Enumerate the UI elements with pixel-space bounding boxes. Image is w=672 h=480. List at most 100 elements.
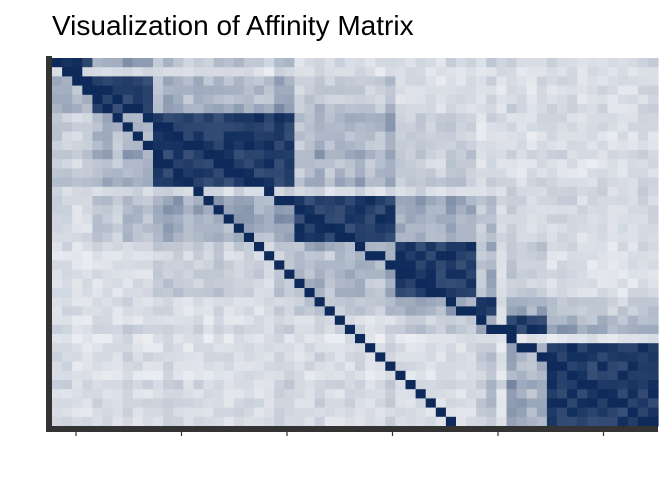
heatmap-cell — [142, 334, 154, 344]
heatmap-cell — [102, 122, 114, 133]
heatmap-cell — [102, 389, 114, 399]
heatmap-cell — [425, 416, 437, 427]
heatmap-cell — [516, 223, 528, 234]
heatmap-cell — [62, 242, 73, 252]
heatmap-cell — [254, 334, 265, 344]
heatmap-cell — [72, 416, 83, 427]
heatmap-cell — [183, 315, 194, 326]
heatmap-cell — [637, 214, 649, 225]
heatmap-cell — [425, 186, 437, 197]
heatmap-cell — [223, 306, 235, 317]
heatmap-cell — [243, 223, 255, 234]
heatmap-cell — [395, 370, 407, 381]
heatmap-cell — [223, 214, 235, 225]
heatmap-cell — [243, 186, 255, 197]
heatmap-cell — [233, 140, 245, 151]
heatmap-cell — [112, 398, 124, 409]
heatmap-cell — [385, 242, 396, 252]
heatmap-cell — [385, 297, 396, 307]
heatmap-cell — [546, 251, 558, 261]
heatmap-cell — [243, 196, 255, 206]
heatmap-cell — [122, 380, 134, 390]
heatmap-cell — [476, 168, 487, 179]
heatmap-cell — [92, 159, 104, 169]
heatmap-cell — [375, 140, 386, 151]
heatmap-cell — [365, 214, 376, 225]
heatmap-cell — [516, 288, 528, 298]
heatmap-cell — [264, 324, 275, 335]
heatmap-cell — [567, 140, 578, 151]
heatmap-cell — [163, 104, 174, 114]
heatmap-cell — [334, 196, 346, 206]
heatmap-cell — [627, 76, 639, 87]
heatmap-cell — [284, 251, 295, 261]
heatmap-cell — [274, 343, 285, 353]
heatmap-cell — [324, 389, 336, 399]
heatmap-cell — [183, 370, 194, 381]
heatmap-cell — [173, 370, 184, 381]
heatmap-cell — [516, 361, 528, 372]
heatmap-cell — [456, 223, 467, 234]
heatmap-cell — [324, 334, 336, 344]
heatmap-cell — [385, 361, 396, 372]
heatmap-cell — [425, 177, 437, 188]
heatmap-cell — [173, 269, 184, 280]
heatmap-cell — [72, 370, 83, 381]
heatmap-cell — [516, 278, 528, 289]
heatmap-cell — [476, 269, 487, 280]
heatmap-cell — [435, 407, 447, 418]
heatmap-cell — [355, 94, 366, 105]
heatmap-cell — [536, 177, 548, 188]
heatmap-cell — [425, 278, 437, 289]
heatmap-cell — [557, 398, 568, 409]
heatmap-cell — [516, 416, 528, 427]
heatmap-cell — [647, 361, 659, 372]
heatmap-cell — [546, 58, 558, 68]
heatmap-cell — [274, 232, 285, 243]
heatmap-cell — [526, 67, 538, 77]
heatmap-cell — [153, 297, 164, 307]
heatmap-cell — [324, 232, 336, 243]
heatmap-cell — [577, 76, 588, 87]
heatmap-cell — [254, 306, 265, 317]
heatmap-cell — [233, 334, 245, 344]
heatmap-cell — [355, 150, 366, 160]
heatmap-cell — [142, 214, 154, 225]
heatmap-cell — [385, 205, 396, 215]
heatmap-cell — [486, 278, 497, 289]
heatmap-cell — [193, 104, 205, 114]
heatmap-cell — [163, 260, 174, 271]
heatmap-cell — [486, 260, 497, 271]
heatmap-cell — [365, 278, 376, 289]
heatmap-cell — [52, 260, 63, 271]
heatmap-cell — [557, 343, 568, 353]
heatmap-cell — [304, 159, 316, 169]
heatmap-cell — [203, 122, 215, 133]
heatmap-cell — [526, 232, 538, 243]
heatmap-cell — [476, 315, 487, 326]
heatmap-cell — [375, 324, 386, 335]
heatmap-cell — [264, 196, 275, 206]
heatmap-cell — [142, 343, 154, 353]
heatmap-cell — [72, 278, 83, 289]
heatmap-cell — [385, 407, 396, 418]
heatmap-cell — [425, 205, 437, 215]
heatmap-cell — [536, 407, 548, 418]
heatmap-cell — [637, 389, 649, 399]
heatmap-cell — [435, 214, 447, 225]
heatmap-cell — [304, 232, 316, 243]
heatmap-cell — [557, 389, 568, 399]
heatmap-cell — [92, 278, 104, 289]
heatmap-cell — [647, 67, 659, 77]
heatmap-cell — [557, 196, 568, 206]
heatmap-cell — [132, 150, 144, 160]
heatmap-cell — [577, 196, 588, 206]
heatmap-cell — [163, 288, 174, 298]
heatmap-cell — [546, 334, 558, 344]
heatmap-cell — [233, 205, 245, 215]
heatmap-cell — [425, 297, 437, 307]
x-axis-line — [46, 426, 658, 432]
heatmap-cell — [62, 159, 73, 169]
heatmap-cell — [526, 380, 538, 390]
heatmap-cell — [607, 242, 619, 252]
